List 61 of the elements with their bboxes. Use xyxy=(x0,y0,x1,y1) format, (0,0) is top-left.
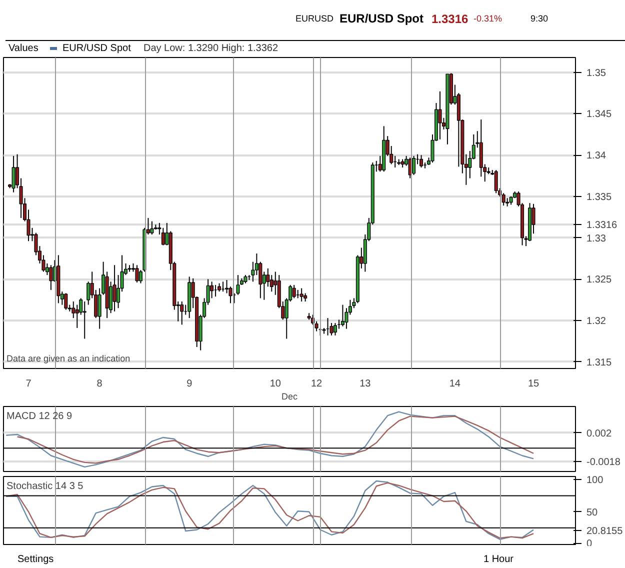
y-tick-label: 1.335 xyxy=(586,192,612,203)
text: Stochastic 14 3 5 xyxy=(6,481,84,492)
candlestick xyxy=(502,192,506,206)
candlestick xyxy=(314,320,318,332)
y-tick-label: 0.002 xyxy=(586,428,612,440)
text: EUR/USD Spot xyxy=(62,43,132,54)
y-tick-label: 50 xyxy=(586,507,598,518)
y-tick-label: 1.3316 xyxy=(586,220,618,232)
candlestick xyxy=(494,169,498,194)
candlestick xyxy=(438,90,442,140)
candlestick xyxy=(12,155,16,193)
candlestick xyxy=(161,227,165,246)
y-tick-label: 1.34 xyxy=(586,150,606,162)
x-tick-label: 13 xyxy=(360,378,372,390)
candlestick xyxy=(292,284,296,299)
text: 1 Hour xyxy=(484,554,514,565)
candlestick xyxy=(340,304,344,327)
candlestick xyxy=(210,281,214,299)
y-tick-label: 20.8155 xyxy=(586,526,624,538)
candlestick xyxy=(82,301,86,340)
x-tick-label: 15 xyxy=(528,378,540,390)
candlestick xyxy=(112,264,116,312)
candlestick xyxy=(180,301,184,326)
candlestick xyxy=(300,288,304,302)
y-tick-label: 1.33 xyxy=(586,233,606,244)
text: 1.3316 xyxy=(432,12,469,26)
candlestick xyxy=(64,292,68,310)
candlestick xyxy=(225,279,229,294)
y-tick-label: 1.32 xyxy=(586,316,606,328)
x-tick-label: 12 xyxy=(310,378,323,390)
y-tick-label: -0.0018 xyxy=(586,457,621,468)
x-axis-title: Dec xyxy=(282,392,298,402)
text: MACD 12 26 9 xyxy=(6,411,73,422)
chart-subtitle: EURUSD xyxy=(296,14,334,24)
annotation: Data are given as an indication xyxy=(6,354,130,364)
candlestick xyxy=(49,264,53,290)
y-tick-label: 1.315 xyxy=(586,357,612,368)
x-tick-label: 8 xyxy=(96,378,103,390)
y-tick-label: 1.345 xyxy=(586,109,612,120)
x-tick-label: 9 xyxy=(186,378,193,390)
text: 9:30 xyxy=(530,14,548,24)
candlestick xyxy=(138,270,142,284)
x-tick-label: 7 xyxy=(26,378,32,390)
text: Day Low: 1.3290 High: 1.3362 xyxy=(144,43,278,54)
candlestick xyxy=(135,264,139,283)
candlestick xyxy=(266,268,270,288)
legend-title: Values xyxy=(8,43,38,54)
line-series xyxy=(6,411,534,468)
chart-title: EUR/USD Spot xyxy=(340,12,424,26)
candlestick xyxy=(150,220,154,236)
text: Settings xyxy=(18,554,54,565)
candlestick xyxy=(420,154,424,168)
y-tick-label: 1.35 xyxy=(586,68,606,79)
text: -0.31% xyxy=(474,14,502,24)
candlestick xyxy=(412,155,416,176)
x-tick-label: 14 xyxy=(449,378,461,390)
y-tick-label: 100 xyxy=(586,475,604,486)
y-tick-label: 1.325 xyxy=(586,274,612,286)
candlestick xyxy=(333,322,337,336)
x-tick-label: 10 xyxy=(270,378,282,390)
candlestick xyxy=(236,274,240,296)
